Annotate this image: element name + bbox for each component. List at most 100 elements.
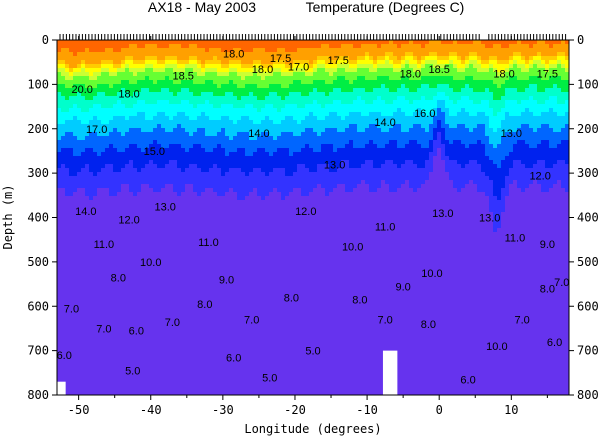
temperature-cell xyxy=(85,156,90,161)
temperature-cell xyxy=(377,48,382,53)
temperature-cell xyxy=(397,164,402,169)
temperature-cell xyxy=(181,176,186,181)
temperature-cell xyxy=(369,68,374,73)
temperature-cell xyxy=(61,112,66,117)
temperature-cell xyxy=(265,56,270,61)
temperature-cell xyxy=(89,56,94,61)
temperature-cell xyxy=(437,68,442,73)
temperature-cell xyxy=(377,132,382,137)
temperature-cell xyxy=(197,84,202,89)
temperature-cell xyxy=(269,92,274,97)
temperature-cell xyxy=(453,104,458,109)
temperature-cell xyxy=(413,108,418,113)
temperature-cell xyxy=(505,108,510,113)
temperature-cell xyxy=(57,64,62,69)
temperature-cell xyxy=(397,156,402,161)
temperature-cell xyxy=(241,116,246,121)
temperature-cell xyxy=(329,192,334,197)
temperature-cell xyxy=(361,72,366,77)
temperature-cell xyxy=(193,160,198,165)
temperature-cell xyxy=(385,80,390,85)
temperature-cell xyxy=(401,184,406,189)
temperature-cell xyxy=(261,192,266,197)
temperature-cell xyxy=(557,144,562,149)
temperature-cell xyxy=(397,136,402,141)
temperature-cell xyxy=(249,120,254,125)
temperature-cell xyxy=(141,112,146,117)
temperature-cell xyxy=(525,136,530,141)
temperature-cell xyxy=(561,180,566,185)
temperature-cell xyxy=(381,136,386,141)
temperature-cell xyxy=(485,52,490,57)
temperature-cell xyxy=(137,116,142,121)
temperature-cell xyxy=(321,84,326,89)
temperature-cell xyxy=(325,132,330,137)
temperature-cell xyxy=(465,92,470,97)
temperature-cell xyxy=(377,120,382,125)
temperature-cell xyxy=(353,172,358,177)
temperature-cell xyxy=(145,68,150,73)
temperature-cell xyxy=(65,132,70,137)
temperature-cell xyxy=(197,176,202,181)
temperature-cell xyxy=(405,80,410,85)
temperature-cell xyxy=(205,144,210,149)
temperature-cell xyxy=(393,168,398,173)
temperature-cell xyxy=(145,172,150,177)
temperature-cell xyxy=(113,88,118,93)
temperature-cell xyxy=(157,68,162,73)
temperature-cell xyxy=(197,156,202,161)
temperature-cell xyxy=(201,132,206,137)
temperature-cell xyxy=(537,84,542,89)
temperature-cell xyxy=(481,176,486,181)
temperature-cell xyxy=(381,40,386,45)
temperature-cell xyxy=(409,72,414,77)
temperature-cell xyxy=(209,92,214,97)
temperature-cell xyxy=(409,168,414,173)
temperature-cell xyxy=(221,120,226,125)
temperature-cell xyxy=(277,64,282,69)
temperature-cell xyxy=(169,56,174,61)
temperature-cell xyxy=(81,160,86,165)
temperature-cell xyxy=(225,192,230,197)
temperature-cell xyxy=(305,40,310,45)
temperature-cell xyxy=(329,140,334,145)
temperature-cell xyxy=(129,44,134,49)
temperature-cell xyxy=(317,124,322,129)
temperature-cell xyxy=(185,56,190,61)
temperature-cell xyxy=(57,104,62,109)
temperature-cell xyxy=(117,64,122,69)
temperature-cell xyxy=(133,156,138,161)
temperature-cell xyxy=(393,188,398,193)
temperature-cell xyxy=(97,80,102,85)
temperature-cell xyxy=(469,96,474,101)
temperature-cell xyxy=(537,60,542,65)
temperature-cell xyxy=(165,116,170,121)
temperature-cell xyxy=(249,64,254,69)
temperature-cell xyxy=(313,64,318,69)
temperature-cell xyxy=(397,76,402,81)
temperature-cell xyxy=(345,120,350,125)
temperature-cell xyxy=(237,164,242,169)
temperature-cell xyxy=(561,96,566,101)
temperature-cell xyxy=(417,120,422,125)
temperature-cell xyxy=(545,92,550,97)
temperature-cell xyxy=(293,52,298,57)
temperature-cell xyxy=(505,152,510,157)
temperature-cell xyxy=(381,156,386,161)
temperature-cell xyxy=(209,108,214,113)
temperature-cell xyxy=(365,152,370,157)
temperature-cell xyxy=(193,152,198,157)
temperature-cell xyxy=(513,188,518,193)
temperature-cell xyxy=(553,108,558,113)
temperature-cell xyxy=(177,40,182,45)
temperature-cell xyxy=(221,60,226,65)
temperature-cell xyxy=(473,68,478,73)
temperature-cell xyxy=(357,44,362,49)
temperature-cell xyxy=(433,184,438,189)
temperature-cell xyxy=(269,52,274,57)
temperature-cell xyxy=(249,136,254,141)
temperature-cell xyxy=(137,48,142,53)
temperature-cell xyxy=(293,104,298,109)
temperature-cell xyxy=(465,52,470,57)
temperature-cell xyxy=(453,136,458,141)
